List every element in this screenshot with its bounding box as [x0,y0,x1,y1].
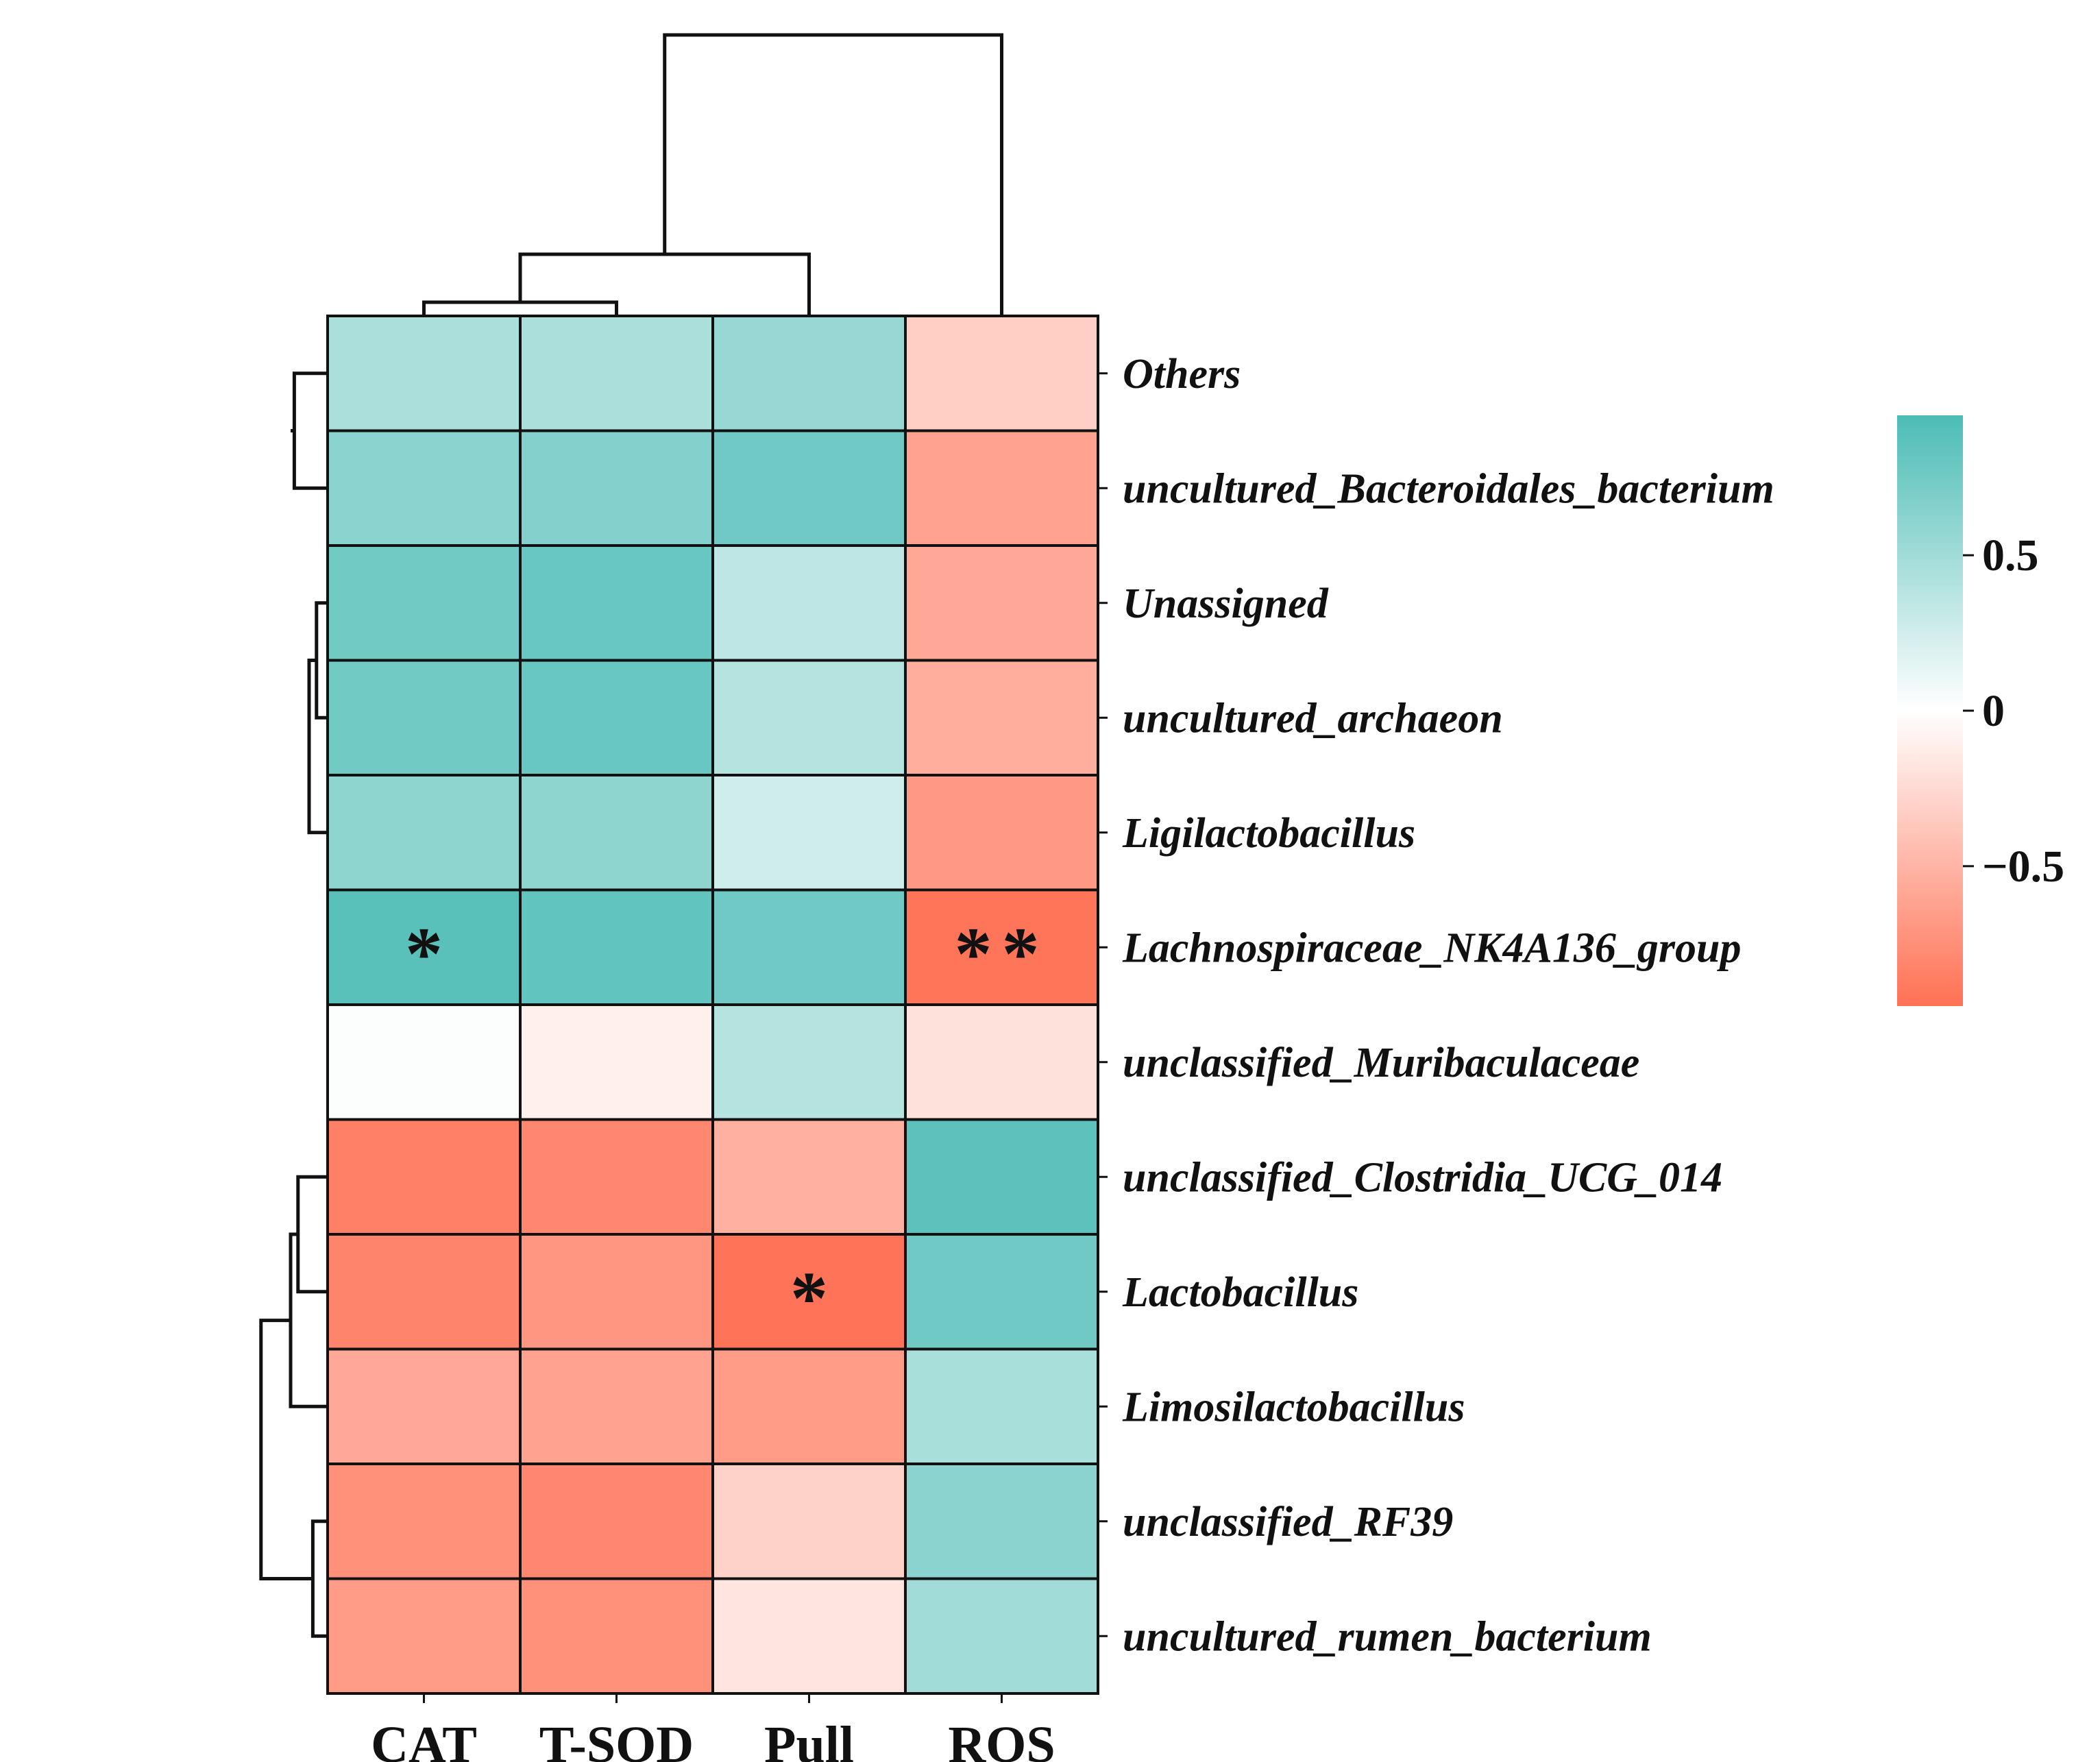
dendrogram-link [307,659,328,835]
heatmap-cell [519,544,714,662]
heatmap-cell [904,1003,1099,1121]
heatmap-cell [904,429,1099,547]
heatmap-cell [711,659,907,776]
column-label: T-SOD [539,1716,694,1762]
heatmap-cell [326,1233,522,1351]
heatmap-cell [326,429,522,547]
significance-markers: * *** [405,911,1049,1340]
heatmap-cells [326,315,1099,1695]
dendrogram-link [289,1232,328,1408]
heatmap-cell [326,315,522,432]
heatmap-cell [326,1463,522,1580]
dendrogram-link [663,33,1003,316]
dendrogram-link [518,252,811,316]
significance-marker: * [790,1256,828,1340]
dendrogram-link [315,601,328,720]
heatmap-cell [519,315,714,432]
dendrogram-link [296,1175,328,1294]
heatmap-cell [519,1347,714,1465]
heatmap-cell [326,1118,522,1236]
heatmap-cell [711,774,907,892]
heatmap-cell [904,1233,1099,1351]
row-label: Lactobacillus [1122,1269,1358,1316]
heatmap-cell [711,315,907,432]
heatmap-cell [519,1577,714,1695]
heatmap-cell [711,1003,907,1121]
heatmap-cell [904,888,1099,1006]
dendrogram-link [310,1519,328,1638]
heatmap-cell [711,1463,907,1580]
dendrogram-link [259,1319,313,1580]
heatmap-cell [326,774,522,892]
heatmap-cell [519,429,714,547]
row-label: Lachnospiraceae_NK4A136_group [1122,925,1741,971]
heatmap-cell [519,774,714,892]
row-label: Unassigned [1123,580,1329,627]
heatmap-cell [904,774,1099,892]
heatmap-cell [904,1463,1099,1580]
row-dendrogram [259,371,328,1638]
heatmap-cell [519,1118,714,1236]
heatmap-cell [904,1577,1099,1695]
heatmap-cell [711,1577,907,1695]
colorbar-tick-label: −0.5 [1982,842,2064,892]
heatmap-cell [711,429,907,547]
row-label: uncultured_Bacteroidales_bacterium [1123,465,1774,512]
heatmap-cell [326,1347,522,1465]
heatmap-cell [711,544,907,662]
column-label: Pull [764,1716,854,1762]
significance-marker: ** [955,911,1049,995]
colorbar-tick-label: 0.5 [1982,530,2039,580]
heatmap-cell [904,1347,1099,1465]
heatmap-cell [326,544,522,662]
row-label: Ligilactobacillus [1122,810,1415,857]
column-dendrogram [422,33,1003,316]
column-labels: CAT T-SOD Pull ROS [371,1693,1055,1762]
row-label: unclassified_RF39 [1123,1499,1453,1545]
heatmap-cell [519,659,714,776]
heatmap-cell [711,888,907,1006]
row-label: Limosilactobacillus [1122,1384,1465,1430]
row-label: uncultured_archaeon [1123,695,1503,742]
colorbar-gradient [1897,415,1963,1006]
heatmap-cell [904,1118,1099,1236]
row-label: Others [1123,351,1241,397]
row-labels: Others uncultured_Bacteroidales_bacterium… [1098,351,1774,1660]
heatmap-cell [904,544,1099,662]
heatmap-cell [904,659,1099,776]
dendrogram-link [422,300,618,316]
row-label: unclassified_Clostridia_UCG_014 [1123,1154,1722,1201]
heatmap-cell [326,1003,522,1121]
heatmap-cell [326,1577,522,1695]
heatmap-cell [519,1233,714,1351]
heatmap-cell [519,888,714,1006]
dendrogram-link [292,371,328,490]
column-label: CAT [371,1716,477,1762]
significance-marker: * [405,911,443,995]
heatmap-cell [519,1003,714,1121]
heatmap-cell [711,1347,907,1465]
colorbar-tick-label: 0 [1982,686,2005,736]
heatmap-cell [904,315,1099,432]
row-label: unclassified_Muribaculaceae [1123,1040,1639,1086]
heatmap-cell [711,1118,907,1236]
heatmap-cell [519,1463,714,1580]
colorbar: 0.5 0 −0.5 [1897,415,2064,1006]
heatmap-cell [326,659,522,776]
column-label: ROS [948,1716,1055,1762]
row-label: uncultured_rumen_bacterium [1123,1613,1652,1660]
